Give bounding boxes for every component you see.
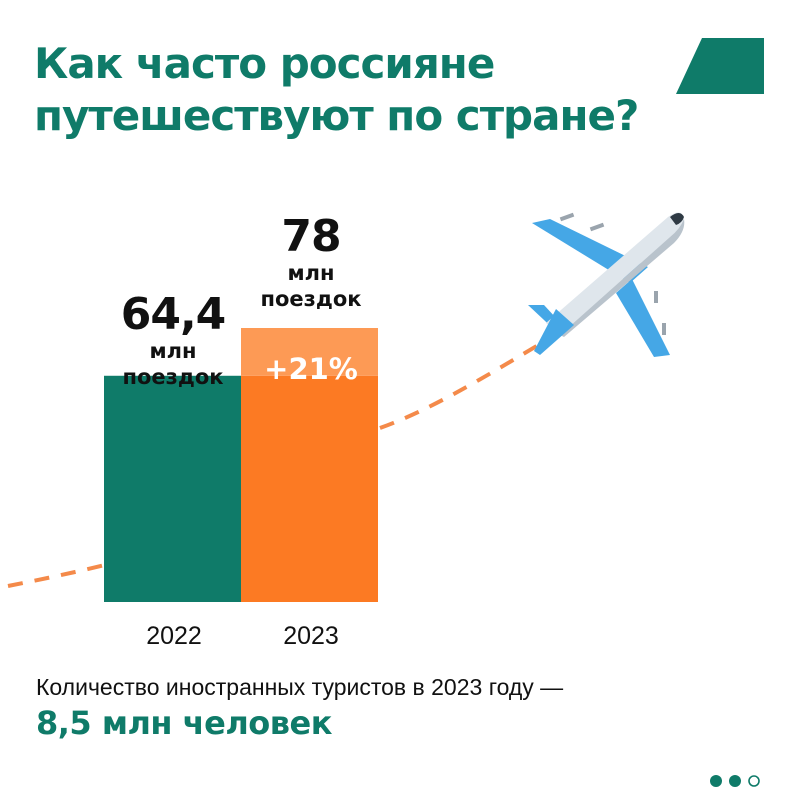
page-dot-2[interactable] (729, 775, 741, 787)
value-unit-trips-2023: поездок (260, 287, 362, 311)
airplane-icon (528, 212, 685, 357)
value-label-2023: 78 млн поездок (238, 214, 384, 312)
category-label-2023: 2023 (283, 622, 339, 650)
page-title: Как часто россияне путешествуют по стран… (34, 38, 674, 142)
page-dots (710, 775, 760, 787)
category-label-2022: 2022 (146, 622, 202, 650)
foreign-tourists-label: Количество иностранных туристов в 2023 г… (36, 674, 564, 700)
title-line-1: Как часто россияне (34, 39, 495, 88)
value-unit-mln-2022: млн (149, 339, 197, 363)
value-unit-mln-2023: млн (287, 261, 335, 285)
foreign-tourists-value: 8,5 млн человек (36, 704, 332, 742)
value-unit-trips-2022: поездок (122, 365, 224, 389)
bar-2022 (104, 375, 241, 602)
bar-2023 (241, 375, 378, 602)
value-label-2022: 64,4 млн поездок (104, 292, 242, 390)
value-number-2022: 64,4 (120, 289, 227, 340)
page-dot-1[interactable] (710, 775, 722, 787)
value-number-2023: 78 (281, 211, 341, 262)
page-dot-3[interactable] (748, 775, 760, 787)
title-line-2: путешествуют по стране? (34, 91, 639, 140)
growth-label: +21% (264, 352, 358, 386)
corner-shape-icon (676, 38, 764, 94)
bar-2023-growth-segment (241, 328, 378, 376)
